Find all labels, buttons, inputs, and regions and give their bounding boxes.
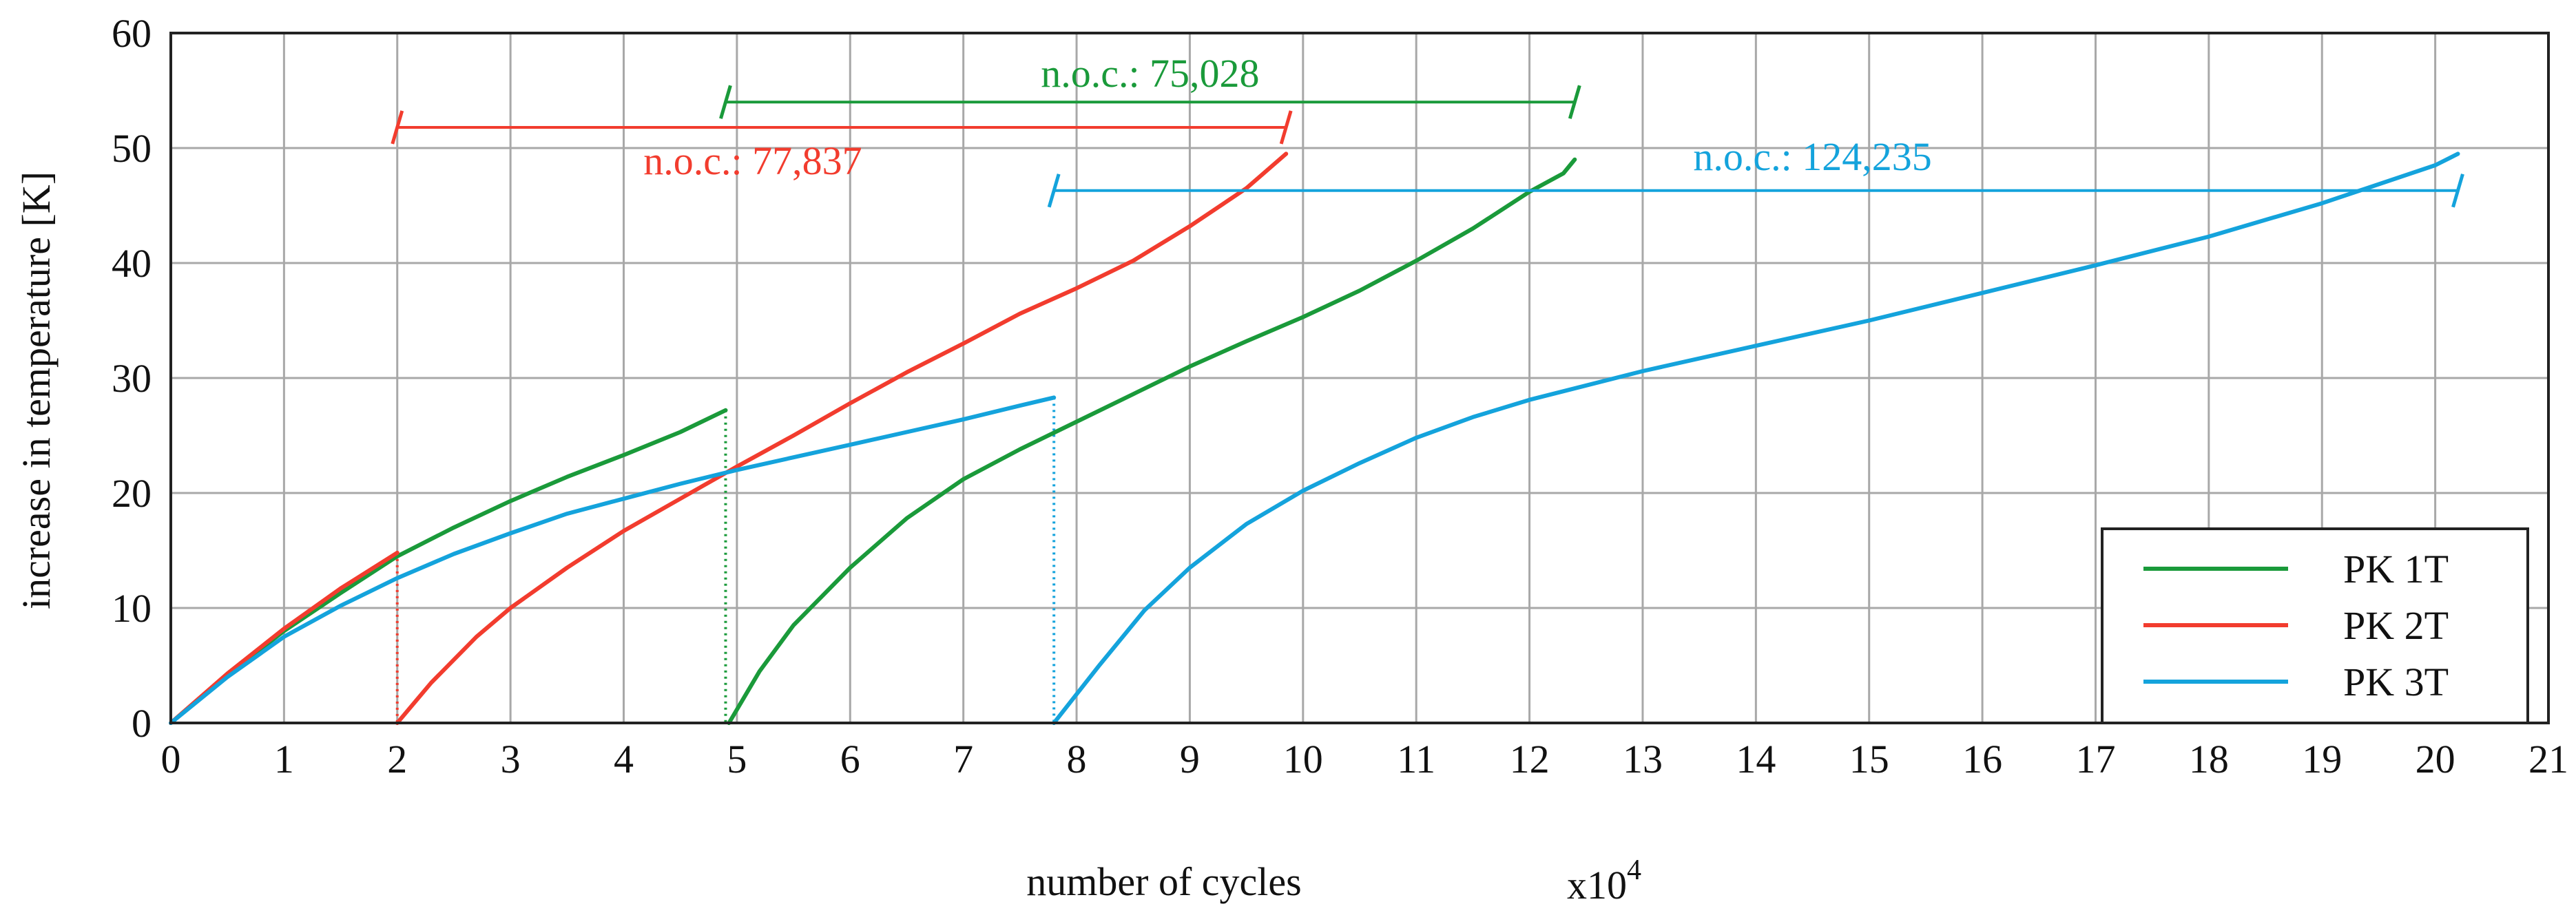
y-tick-label: 30 (112, 356, 152, 401)
x-tick-label: 4 (614, 737, 634, 781)
annotation-label: n.o.c.: 77,837 (643, 138, 862, 183)
y-tick-label: 40 (112, 241, 152, 286)
x-tick-label: 14 (1736, 737, 1776, 781)
x-tick-label: 6 (840, 737, 860, 781)
legend-label: PK 1T (2343, 547, 2449, 591)
y-tick-label: 50 (112, 126, 152, 171)
x-tick-label: 15 (1849, 737, 1889, 781)
x-tick-label: 18 (2189, 737, 2229, 781)
x-tick-label: 20 (2416, 737, 2455, 781)
x-tick-label: 19 (2302, 737, 2342, 781)
y-tick-label: 60 (112, 11, 152, 56)
annotation-label: n.o.c.: 75,028 (1041, 51, 1259, 96)
x-tick-label: 13 (1623, 737, 1663, 781)
legend: PK 1T PK 2T PK 3T (2102, 529, 2528, 723)
x-tick-label: 10 (1283, 737, 1323, 781)
x-tick-label: 1 (274, 737, 294, 781)
x-tick-label: 12 (1510, 737, 1550, 781)
y-tick-label: 0 (132, 701, 152, 746)
x-tick-label: 2 (387, 737, 407, 781)
x-tick-label: 8 (1067, 737, 1087, 781)
y-tick-label: 20 (112, 471, 152, 516)
chart: n.o.c.: 75,028 n.o.c.: 77,837 n.o.c.: 124,… (0, 0, 2576, 913)
x-tick-label: 21 (2528, 737, 2568, 781)
legend-label: PK 2T (2343, 603, 2449, 648)
x-scale-exponent: 4 (1627, 854, 1641, 886)
x-tick-label: 9 (1180, 737, 1200, 781)
x-tick-label: 17 (2075, 737, 2115, 781)
x-tick-label: 7 (953, 737, 973, 781)
x-tick-label: 3 (501, 737, 521, 781)
x-tick-label: 0 (161, 737, 181, 781)
x-axis-label: number of cycles (1026, 859, 1301, 904)
y-tick-label: 10 (112, 586, 152, 631)
annotation-label: n.o.c.: 124,235 (1693, 134, 1931, 179)
legend-label: PK 3T (2343, 660, 2449, 704)
x-tick-label: 5 (727, 737, 747, 781)
x-tick-label: 16 (1962, 737, 2002, 781)
x-tick-label: 11 (1397, 737, 1435, 781)
x-scale-base: x10 (1567, 863, 1627, 907)
y-axis-label: increase in temperature [K] (14, 171, 59, 609)
